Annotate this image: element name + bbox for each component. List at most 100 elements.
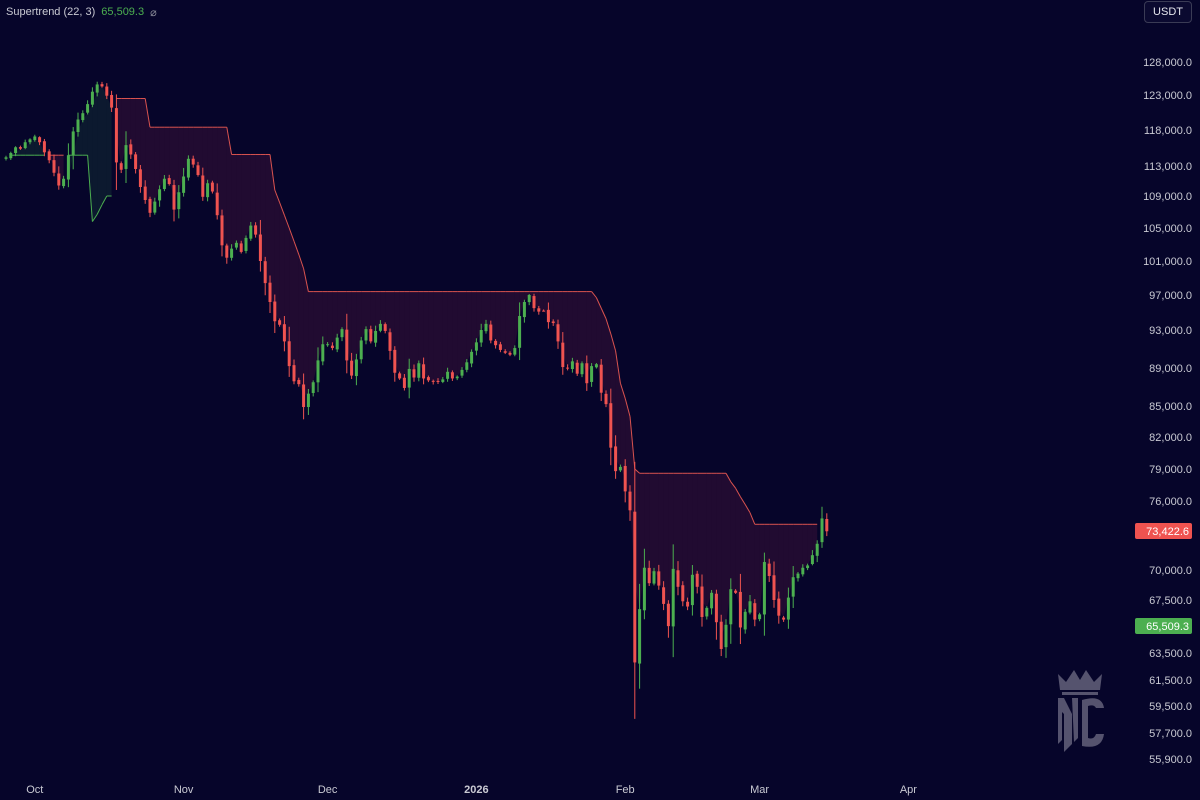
supertrend-fill-segment [351, 291, 357, 368]
candle [33, 134, 37, 142]
time-axis[interactable]: Oct Nov Dec 2026 Feb Mar Apr [26, 784, 917, 796]
eye-off-icon[interactable]: ⌀ [150, 6, 157, 19]
candle-body [657, 571, 661, 586]
candle-body [71, 131, 75, 156]
candle [436, 378, 440, 384]
supertrend-price-tag: 65,509.3 [1135, 617, 1192, 634]
candle [38, 136, 42, 146]
candle-body [364, 329, 368, 341]
candle [470, 349, 474, 368]
candle [172, 179, 176, 222]
supertrend-fill-segment [289, 228, 294, 374]
supertrend-segment [749, 512, 756, 525]
candle [225, 243, 229, 264]
candle-body [119, 163, 123, 170]
time-tick-label: Mar [750, 784, 769, 796]
supertrend-line [10, 98, 818, 525]
candle [537, 305, 541, 315]
candle-body [542, 310, 546, 312]
candle [110, 90, 114, 112]
price-axis[interactable]: 128,000.0 123,000.0 118,000.0 113,000.0 109,… [1143, 57, 1192, 766]
indicator-value: 65,509.3 [101, 6, 145, 18]
supertrend-fill-segment [466, 291, 472, 363]
candle [455, 375, 459, 381]
supertrend-fill-segment [793, 524, 798, 578]
supertrend-fill-segment [706, 473, 712, 608]
supertrend-fill-segment [754, 524, 760, 615]
supertrend-fill-segment [457, 291, 462, 377]
candle [340, 327, 344, 342]
candle [412, 364, 416, 382]
supertrend-fill-segment [231, 154, 237, 249]
candle-body [772, 575, 776, 600]
candle [369, 325, 373, 344]
candle-body [503, 351, 507, 353]
candle [494, 339, 498, 349]
supertrend-fill-segment [812, 524, 818, 556]
candle [777, 591, 781, 624]
price-tick-label: 101,000.0 [1143, 256, 1192, 268]
candle-body [777, 598, 781, 616]
candle [220, 209, 224, 257]
supertrend-segment [605, 318, 612, 334]
candle [570, 357, 574, 373]
candle [66, 143, 70, 188]
candle-body [614, 446, 618, 472]
candle-body [575, 362, 579, 374]
supertrend-fill-segment [241, 154, 246, 248]
candle-body [479, 330, 483, 343]
supertrend-fill-segment [442, 291, 448, 380]
supertrend-segment [591, 291, 597, 298]
candle [162, 175, 166, 192]
currency-selector[interactable]: USDT [1144, 1, 1192, 23]
supertrend-fill-segment [486, 291, 491, 332]
candle [575, 359, 579, 376]
supertrend-segment [629, 416, 636, 470]
supertrend-fill-segment [658, 473, 664, 595]
candle [431, 379, 435, 385]
candle [594, 362, 598, 369]
candle-body [76, 119, 80, 133]
candle-body [162, 178, 166, 190]
supertrend-fill-segment [159, 127, 165, 190]
price-tick-label: 67,500.0 [1149, 595, 1192, 607]
candle [239, 240, 243, 254]
candle [772, 561, 776, 608]
candle-body [738, 591, 742, 628]
supertrend-fill-segment [174, 127, 179, 197]
supertrend-segment [619, 383, 626, 399]
candle-body [431, 380, 435, 382]
supertrend-fill-segment [577, 291, 582, 368]
candle-body [86, 104, 90, 113]
supertrend-fill-segment [414, 291, 419, 374]
candle [652, 567, 656, 586]
price-tick-label: 93,000.0 [1149, 325, 1192, 337]
indicator-legend[interactable]: Supertrend (22, 3) 65,509.3 ⌀ [6, 4, 157, 20]
supertrend-fill-segment [34, 139, 40, 156]
supertrend-fill-segment [322, 291, 328, 345]
candle-body [474, 342, 478, 351]
candle-body [191, 158, 195, 165]
candle [542, 309, 546, 312]
supertrend-fill-segment [596, 297, 602, 379]
supertrend-fill-segment [87, 104, 93, 222]
candle-body [498, 344, 502, 350]
candle-body [460, 369, 464, 376]
candle-body [18, 147, 22, 149]
candle-body [762, 562, 766, 615]
supertrend-segment [87, 155, 93, 222]
supertrend-segment [725, 473, 732, 483]
candle-body [810, 555, 814, 564]
candle-body [561, 342, 565, 368]
candle [474, 338, 478, 356]
candle-body [556, 324, 560, 342]
candle [134, 152, 138, 174]
candle [273, 294, 277, 334]
supertrend-segment [144, 98, 151, 128]
candle-body [110, 94, 114, 108]
candle-body [446, 371, 450, 379]
candle [614, 435, 618, 479]
candle [398, 371, 402, 380]
candle-body [398, 373, 402, 379]
